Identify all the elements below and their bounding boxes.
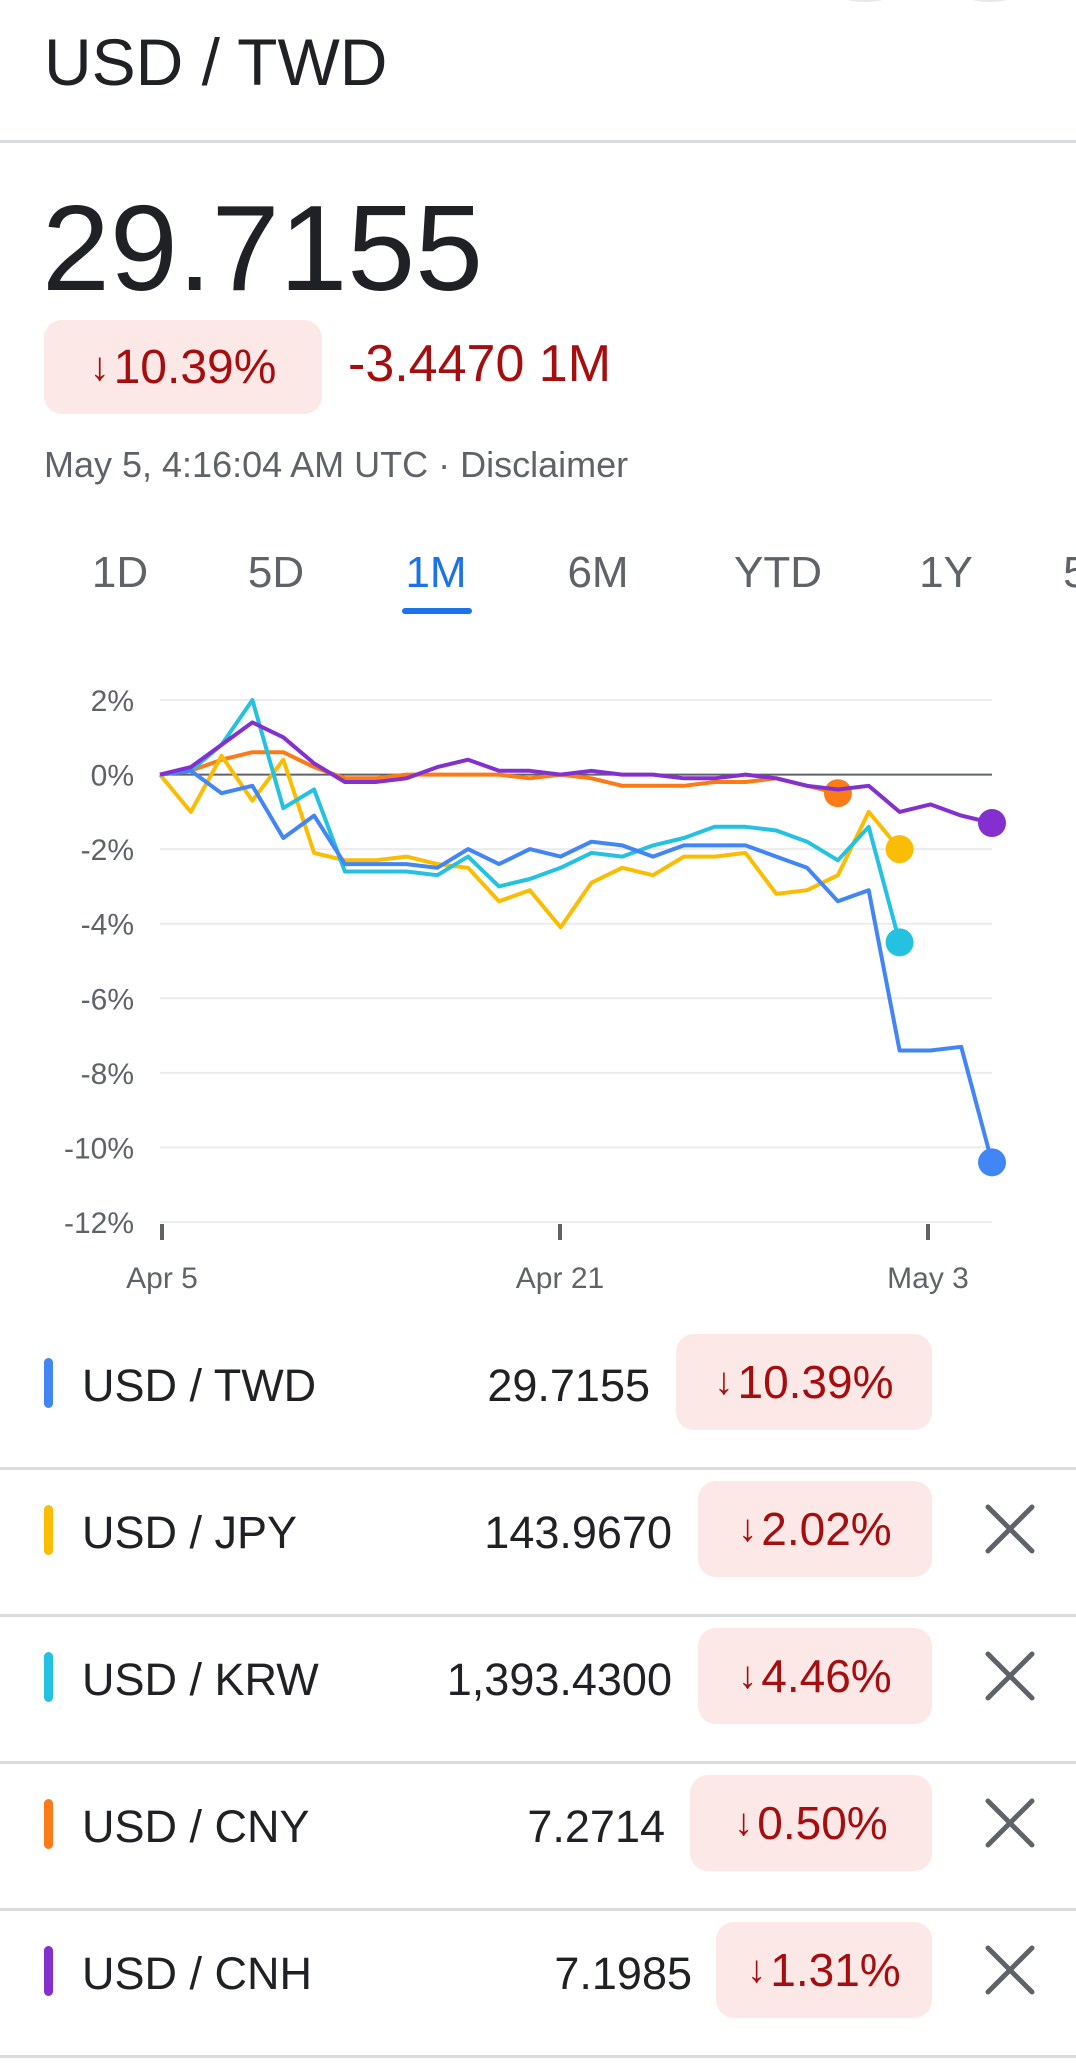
tab-5y[interactable]: 5Y: [1063, 548, 1076, 597]
close-icon[interactable]: [980, 1646, 1040, 1706]
pair-name: USD / CNY: [82, 1801, 310, 1852]
close-icon[interactable]: [980, 1793, 1040, 1853]
pair-rate: 29.7155: [487, 1360, 650, 1411]
series-endpoint: [885, 835, 914, 864]
pair-name: USD / CNH: [82, 1948, 313, 1999]
arrow-down-icon: ↓: [738, 1507, 758, 1550]
series-line: [159, 750, 839, 796]
pair-name: USD / JPY: [82, 1507, 298, 1558]
y-tick-label: -12%: [64, 1207, 134, 1240]
x-tick-label: May 3: [887, 1262, 969, 1295]
pair-change-value: 1.31%: [770, 1944, 901, 1996]
close-icon[interactable]: [980, 1940, 1040, 2000]
arrow-down-icon: ↓: [734, 1801, 754, 1844]
pair-change-value: 4.46%: [761, 1650, 892, 1702]
arrow-down-icon: ↓: [714, 1360, 734, 1403]
tab-5d[interactable]: 5D: [247, 548, 305, 597]
pair-change-value: 2.02%: [761, 1503, 892, 1555]
series-color-swatch: [44, 1505, 53, 1555]
pair-change-badge: ↓ 1.31%: [716, 1922, 932, 2018]
pair-change-badge: ↓ 4.46%: [698, 1628, 932, 1724]
series-color-swatch: [44, 1652, 53, 1702]
comparison-row[interactable]: USD / JPY 143.9670 ↓ 2.02%: [0, 1467, 1076, 1617]
comparison-row[interactable]: USD / TWD 29.7155 ↓ 10.39%: [0, 1320, 1076, 1470]
series-color-swatch: [44, 1946, 53, 1996]
y-tick-label: -4%: [81, 909, 134, 942]
pair-name: USD / TWD: [82, 1360, 317, 1411]
series-line: [159, 720, 993, 825]
pair-change-badge: ↓ 0.50%: [690, 1775, 932, 1871]
arrow-down-icon: ↓: [89, 344, 110, 389]
tab-1m[interactable]: 1M: [405, 548, 467, 597]
y-tick-label: -2%: [81, 834, 134, 867]
time-range-tabs: 1D 5D 1M 6M YTD 1Y 5Y: [0, 548, 1076, 618]
comparison-row[interactable]: USD / CNY 7.2714 ↓ 0.50%: [0, 1761, 1076, 1911]
comparison-row[interactable]: USD / KRW 1,393.4300 ↓ 4.46%: [0, 1614, 1076, 1764]
series-endpoint: [978, 1148, 1006, 1177]
y-tick-label: 2%: [91, 685, 134, 718]
percent-change-value: 10.39%: [113, 340, 277, 394]
percent-change-badge: ↓ 10.39%: [44, 320, 322, 414]
pair-rate: 7.1985: [554, 1948, 692, 1999]
pair-rate: 143.9670: [484, 1507, 672, 1558]
tab-1d[interactable]: 1D: [91, 548, 149, 597]
y-tick-label: 0%: [91, 760, 134, 793]
chart[interactable]: 2% 0% -2% -4% -6% -8% -10% -12% Apr 5 Apr 21 May 3: [0, 660, 1076, 1320]
y-tick-label: -8%: [81, 1058, 134, 1091]
pair-rate: 7.2714: [527, 1801, 665, 1852]
timestamp-disclaimer[interactable]: May 5, 4:16:04 AM UTC · Disclaimer: [44, 444, 629, 485]
series-endpoint: [823, 779, 852, 808]
series-endpoint: [978, 809, 1006, 838]
series-color-swatch: [44, 1799, 53, 1849]
absolute-change: -3.4470 1M: [348, 335, 612, 393]
series-line: [159, 698, 902, 943]
y-tick-label: -10%: [64, 1132, 134, 1165]
pair-rate: 1,393.4300: [446, 1654, 672, 1705]
pair-change-value: 0.50%: [757, 1797, 888, 1849]
arrow-down-icon: ↓: [738, 1654, 758, 1697]
close-icon[interactable]: [980, 1499, 1040, 1559]
comparison-row[interactable]: USD / CNH 7.1985 ↓ 1.31%: [0, 1908, 1076, 2058]
chart-svg: 2% 0% -2% -4% -6% -8% -10% -12% Apr 5 Apr 21 May 3: [64, 685, 1006, 1295]
tab-1y[interactable]: 1Y: [919, 548, 973, 597]
x-tick-label: Apr 21: [516, 1262, 604, 1295]
tab-ytd[interactable]: YTD: [734, 548, 822, 597]
series-line: [159, 768, 994, 1163]
pair-change-badge: ↓ 2.02%: [698, 1481, 932, 1577]
tab-6m[interactable]: 6M: [567, 548, 629, 597]
series-endpoint: [885, 928, 914, 957]
arrow-down-icon: ↓: [747, 1948, 767, 1991]
pair-change-badge: ↓ 10.39%: [676, 1334, 932, 1430]
current-price: 29.7155: [42, 180, 483, 316]
y-tick-label: -6%: [81, 983, 134, 1016]
series-color-swatch: [44, 1358, 53, 1408]
top-decoration: [955, 0, 1025, 2]
page-title: USD / TWD: [44, 25, 388, 99]
pair-name: USD / KRW: [82, 1654, 319, 1705]
series-line: [158, 753, 902, 930]
top-decoration: [830, 0, 900, 2]
header: USD / TWD: [0, 0, 1076, 143]
pair-change-value: 10.39%: [737, 1356, 894, 1408]
active-tab-indicator: [402, 608, 472, 614]
x-tick-label: Apr 5: [126, 1262, 198, 1295]
